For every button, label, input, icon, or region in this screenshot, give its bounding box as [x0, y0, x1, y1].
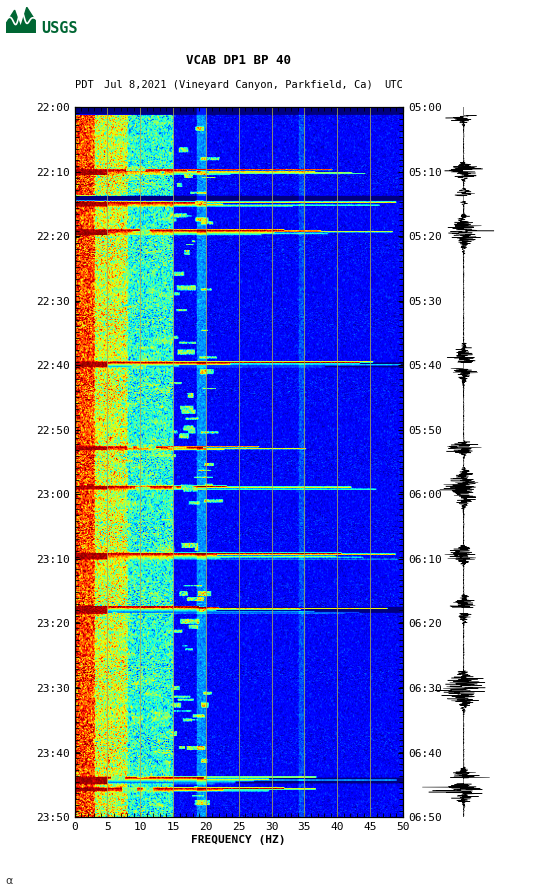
- X-axis label: FREQUENCY (HZ): FREQUENCY (HZ): [192, 835, 286, 845]
- Text: VCAB DP1 BP 40: VCAB DP1 BP 40: [186, 54, 291, 67]
- Text: USGS: USGS: [41, 21, 78, 36]
- Text: Jul 8,2021 (Vineyard Canyon, Parkfield, Ca): Jul 8,2021 (Vineyard Canyon, Parkfield, …: [104, 80, 373, 90]
- Polygon shape: [6, 7, 36, 33]
- Text: α: α: [6, 876, 13, 886]
- Text: PDT: PDT: [75, 80, 93, 90]
- Text: UTC: UTC: [384, 80, 403, 90]
